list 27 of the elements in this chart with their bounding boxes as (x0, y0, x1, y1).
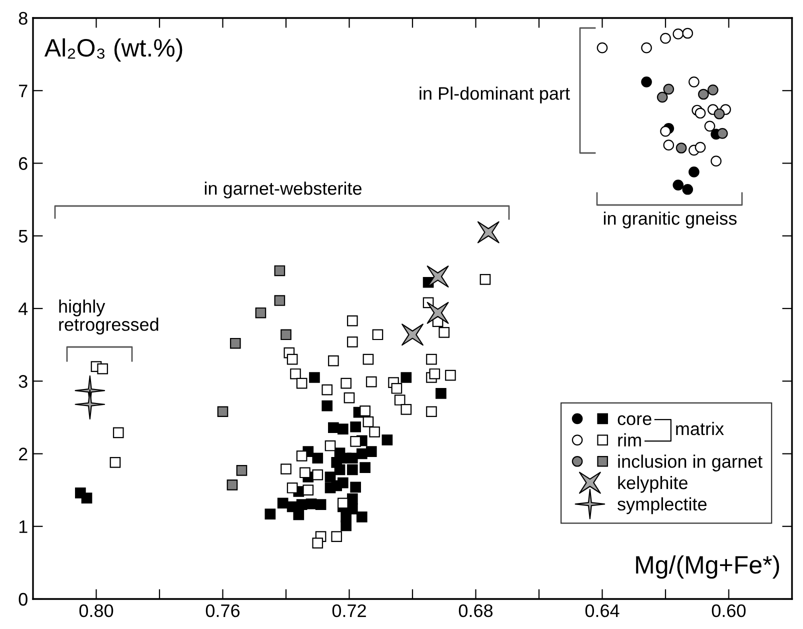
legend-label: symplectite (618, 497, 707, 514)
annotation: in Pl-dominant part (420, 86, 570, 104)
legend-label: kelyphite (618, 476, 688, 493)
annotation: in granitic gneiss (604, 212, 737, 228)
x-axis-title: Mg/(Mg+Fe*) (636, 555, 780, 579)
y-tick-label: 1 (19, 520, 28, 533)
y-tick-label: 8 (18, 12, 28, 25)
x-tick-label: 0.72 (332, 604, 366, 618)
y-tick-label: 5 (18, 230, 28, 243)
legend-label: rim (618, 433, 641, 446)
y-axis-title: Al₂O₃ (wt.%) (44, 38, 182, 62)
annotation: matrix (676, 422, 724, 436)
y-tick-label: 4 (18, 302, 28, 316)
x-tick-label: 0.76 (206, 604, 240, 618)
legend-label: inclusion in garnet (618, 454, 762, 472)
y-tick-label: 7 (19, 84, 28, 98)
y-tick-label: 2 (19, 448, 28, 460)
y-tick-label: 0 (18, 592, 28, 606)
x-tick-label: 0.64 (585, 604, 620, 618)
x-tick-label: 0.80 (79, 604, 114, 618)
x-tick-label: 0.60 (712, 604, 746, 618)
y-tick-label: 6 (19, 157, 28, 170)
legend-label: core (618, 415, 652, 426)
annotation: highly retrogressed (59, 300, 158, 334)
y-tick-label: 3 (18, 375, 28, 388)
annotation: in garnet-websterite (204, 182, 362, 198)
x-tick-label: 0.68 (458, 604, 493, 618)
